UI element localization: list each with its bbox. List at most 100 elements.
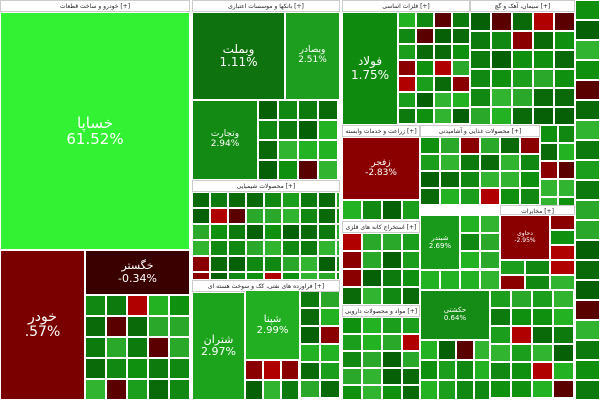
stock-tile[interactable]: شپنا 2.99% bbox=[245, 290, 300, 360]
cell bbox=[398, 108, 416, 124]
cell bbox=[402, 317, 420, 334]
stock-tile[interactable]: وبصادر 2.51% bbox=[285, 12, 340, 100]
cell bbox=[338, 140, 340, 160]
cell bbox=[300, 208, 318, 224]
cell bbox=[320, 308, 340, 326]
cell bbox=[438, 340, 456, 360]
sector-header[interactable]: محصولات غذایی و آشامیدنی [+] bbox=[420, 125, 540, 137]
sector-header[interactable]: مخابرات [+] bbox=[500, 205, 575, 215]
cell bbox=[438, 380, 456, 400]
sector-header[interactable]: بانکها و موسسات اعتباری [+] bbox=[192, 0, 340, 12]
cell bbox=[491, 31, 512, 50]
cell bbox=[398, 92, 416, 108]
tile-label: خودر bbox=[28, 308, 57, 325]
cell bbox=[298, 120, 318, 140]
sector-header[interactable]: محصولات شیمیایی [+] bbox=[192, 180, 340, 192]
tile-change: 2.97% bbox=[201, 345, 236, 358]
stock-tile[interactable]: حکشتی 0.64% bbox=[420, 290, 490, 340]
cell bbox=[106, 316, 127, 337]
cell bbox=[532, 362, 553, 380]
cell bbox=[300, 224, 318, 240]
cell bbox=[533, 88, 554, 107]
cell bbox=[320, 290, 340, 308]
cell bbox=[434, 108, 452, 124]
cell bbox=[300, 326, 320, 344]
cell bbox=[300, 308, 320, 326]
cell bbox=[525, 260, 550, 275]
cell bbox=[169, 337, 190, 358]
cell bbox=[575, 120, 600, 140]
stock-tile[interactable]: خودر .57% bbox=[0, 250, 85, 400]
cell bbox=[148, 358, 169, 379]
cell bbox=[148, 316, 169, 337]
cell bbox=[420, 137, 440, 154]
cell bbox=[480, 137, 500, 154]
stock-tile[interactable]: زفجر -2.83% bbox=[342, 137, 420, 200]
cell bbox=[106, 337, 127, 358]
sector-header[interactable]: خودرو و ساخت قطعات [+] bbox=[0, 0, 190, 12]
cell bbox=[480, 251, 500, 269]
cell bbox=[300, 290, 320, 308]
cell bbox=[382, 351, 402, 368]
cell bbox=[362, 251, 382, 269]
stock-tile[interactable]: خساپا 61.52% bbox=[0, 12, 190, 250]
cell bbox=[402, 368, 420, 385]
cell bbox=[263, 380, 281, 400]
stock-tile[interactable]: وتجارت 2.94% bbox=[192, 100, 258, 180]
cell bbox=[440, 270, 460, 290]
sector-header[interactable]: استخراج کانه های فلزی [+] bbox=[342, 221, 420, 233]
cell bbox=[550, 245, 575, 260]
tile-change: 61.52% bbox=[66, 130, 124, 148]
cell bbox=[553, 362, 574, 380]
cell bbox=[434, 60, 452, 76]
cell bbox=[342, 317, 362, 334]
cell bbox=[318, 240, 336, 256]
cell bbox=[480, 270, 500, 290]
stock-tile[interactable]: دحاوی -2.95% bbox=[500, 215, 550, 260]
cell bbox=[382, 200, 402, 220]
cell bbox=[300, 256, 318, 272]
sector-header[interactable]: سیمان، آهک و گچ [+] bbox=[470, 0, 575, 12]
cell bbox=[382, 251, 402, 269]
cell bbox=[533, 12, 554, 31]
cell bbox=[258, 160, 278, 180]
cell bbox=[420, 188, 440, 205]
cell bbox=[550, 260, 575, 275]
cell bbox=[282, 272, 300, 280]
cell bbox=[246, 256, 264, 272]
cell bbox=[540, 161, 558, 179]
cell bbox=[553, 380, 574, 398]
sector-header[interactable]: فلزات اساسی [+] bbox=[342, 0, 470, 12]
stock-tile[interactable]: شبندر 2.69% bbox=[420, 215, 460, 270]
cell bbox=[540, 179, 558, 197]
cell bbox=[575, 360, 600, 380]
cell bbox=[278, 140, 298, 160]
cell bbox=[85, 358, 106, 379]
sector-header[interactable]: مواد و محصولات دارویی [+] bbox=[342, 305, 420, 317]
cell bbox=[382, 233, 402, 251]
cell bbox=[281, 380, 299, 400]
cell bbox=[532, 380, 553, 398]
cell bbox=[558, 161, 575, 179]
stock-tile[interactable]: خگستر -0.34% bbox=[85, 250, 190, 295]
cell bbox=[575, 380, 600, 400]
stock-tile[interactable]: شتران 2.97% bbox=[192, 292, 245, 400]
stock-tile[interactable]: فولاد 1.75% bbox=[342, 12, 398, 125]
cell bbox=[318, 100, 338, 120]
cell bbox=[575, 100, 600, 120]
cell bbox=[210, 224, 228, 240]
cell bbox=[440, 171, 460, 188]
cell bbox=[452, 60, 470, 76]
cell bbox=[500, 171, 520, 188]
cell bbox=[382, 385, 402, 400]
cell bbox=[402, 385, 420, 400]
stock-tile[interactable]: وبملت 1.11% bbox=[192, 12, 285, 100]
cell bbox=[558, 179, 575, 197]
cell bbox=[281, 360, 299, 380]
cell bbox=[575, 280, 600, 300]
cell bbox=[336, 208, 340, 224]
sector-header[interactable]: زراعت و خدمات وابسته [+] bbox=[342, 125, 420, 137]
cell bbox=[460, 171, 480, 188]
cell bbox=[460, 137, 480, 154]
cell bbox=[490, 380, 511, 398]
